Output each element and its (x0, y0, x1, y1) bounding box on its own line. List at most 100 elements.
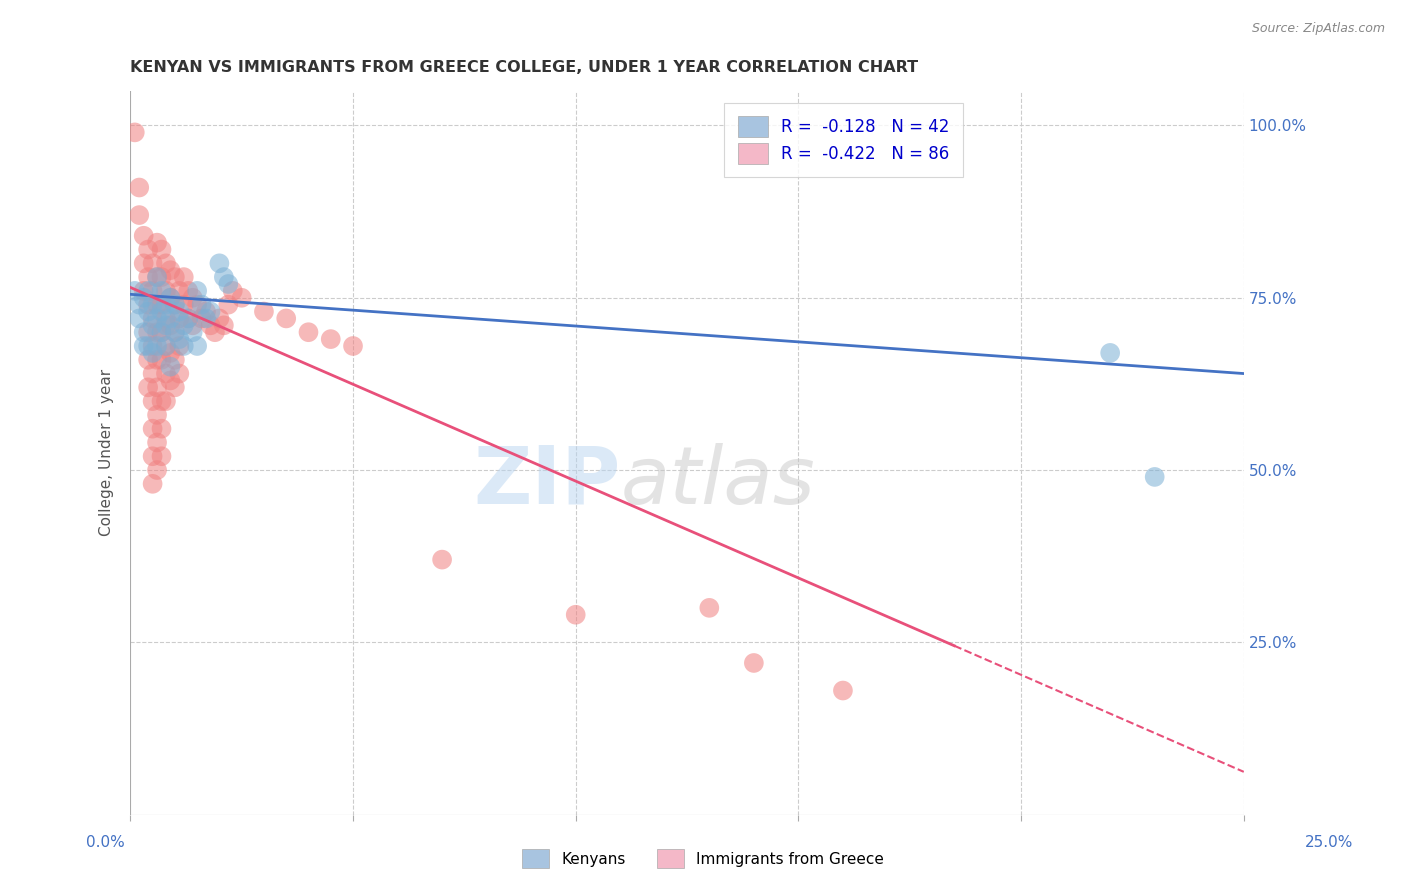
Point (146, 235, 169, 250)
Point (208, 256, 231, 270)
Point (146, 380, 169, 394)
Point (150, 270, 173, 285)
Legend: R =  -0.128   N = 42, R =  -0.422   N = 86: R = -0.128 N = 42, R = -0.422 N = 86 (724, 103, 963, 177)
Point (159, 374, 181, 388)
Point (163, 352, 186, 367)
Point (159, 263, 181, 277)
Point (142, 367, 165, 381)
Point (150, 325, 173, 339)
Point (173, 270, 195, 285)
Point (142, 476, 165, 491)
Point (150, 449, 173, 463)
Point (159, 311, 181, 326)
Point (190, 298, 212, 312)
Point (222, 284, 245, 298)
Point (136, 298, 159, 312)
Point (124, 284, 146, 298)
Y-axis label: College, Under 1 year: College, Under 1 year (100, 369, 114, 536)
Point (136, 339, 159, 353)
Point (155, 318, 177, 333)
Text: KENYAN VS IMMIGRANTS FROM GREECE COLLEGE, UNDER 1 YEAR CORRELATION CHART: KENYAN VS IMMIGRANTS FROM GREECE COLLEGE… (131, 60, 918, 75)
Point (136, 270, 159, 285)
Point (742, 656, 765, 670)
Point (146, 325, 169, 339)
Point (832, 683, 855, 698)
Point (173, 339, 195, 353)
Point (128, 180, 150, 194)
Point (136, 284, 159, 298)
Point (169, 332, 191, 346)
Point (142, 311, 165, 326)
Point (150, 352, 173, 367)
Point (163, 325, 186, 339)
Point (163, 325, 186, 339)
Point (177, 311, 200, 326)
Point (155, 339, 177, 353)
Point (319, 332, 342, 346)
Point (142, 284, 165, 298)
Text: Source: ZipAtlas.com: Source: ZipAtlas.com (1251, 22, 1385, 36)
Point (159, 291, 181, 305)
Text: atlas: atlas (620, 442, 815, 521)
Point (231, 291, 253, 305)
Point (163, 298, 186, 312)
Point (146, 270, 169, 285)
Point (132, 291, 155, 305)
Point (146, 298, 169, 312)
Point (181, 318, 204, 333)
Point (169, 367, 191, 381)
Point (212, 318, 235, 333)
Point (124, 125, 146, 139)
Point (128, 298, 150, 312)
Point (146, 311, 169, 326)
Point (169, 284, 191, 298)
Point (150, 422, 173, 436)
Point (186, 298, 208, 312)
Point (212, 270, 235, 285)
Text: 0.0%: 0.0% (86, 836, 125, 850)
Point (128, 311, 150, 326)
Point (169, 339, 191, 353)
Point (163, 380, 186, 394)
Text: ZIP: ZIP (472, 442, 620, 521)
Point (181, 325, 204, 339)
Point (146, 408, 169, 422)
Point (276, 311, 298, 326)
Point (163, 270, 186, 285)
Point (297, 325, 319, 339)
Point (159, 346, 181, 360)
Point (150, 304, 173, 318)
Point (142, 449, 165, 463)
Point (132, 228, 155, 243)
Point (186, 284, 208, 298)
Point (142, 298, 165, 312)
Point (155, 394, 177, 409)
Point (146, 352, 169, 367)
Point (217, 277, 239, 291)
Text: 25.0%: 25.0% (1305, 836, 1353, 850)
Point (159, 291, 181, 305)
Point (150, 298, 173, 312)
Point (128, 208, 150, 222)
Point (217, 298, 239, 312)
Point (136, 352, 159, 367)
Point (142, 394, 165, 409)
Point (146, 463, 169, 477)
Point (159, 318, 181, 333)
Point (195, 311, 218, 326)
Point (181, 291, 204, 305)
Point (146, 339, 169, 353)
Point (177, 311, 200, 326)
Point (1099, 346, 1122, 360)
Point (132, 339, 155, 353)
Point (163, 298, 186, 312)
Point (155, 256, 177, 270)
Point (208, 311, 231, 326)
Point (186, 339, 208, 353)
Point (136, 325, 159, 339)
Point (150, 284, 173, 298)
Point (132, 284, 155, 298)
Point (142, 339, 165, 353)
Point (150, 243, 173, 257)
Point (564, 607, 586, 622)
